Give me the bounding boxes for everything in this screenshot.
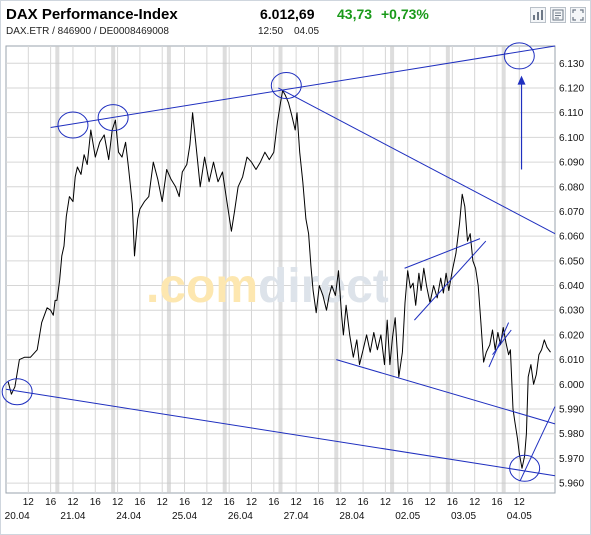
hour-tick-label: 12: [157, 497, 169, 508]
hour-tick-label: 12: [291, 497, 303, 508]
hour-tick-label: 12: [469, 497, 481, 508]
y-tick-label: 6.120: [559, 83, 584, 94]
watermark-com: .com: [146, 260, 258, 313]
index-title: DAX Performance-Index: [6, 6, 178, 23]
trend-annotations: [1, 42, 556, 482]
hour-tick-label: 16: [179, 497, 191, 508]
x-axis-ticks: 12 16 12 16 12 16 12 16 12 16 12 16 12 16 12 16 12 16 12 16…: [5, 497, 533, 522]
trend-line: [50, 45, 556, 128]
highlight-circle: [270, 72, 302, 100]
day-tick-label: 03.05: [451, 511, 476, 522]
day-tick-label: 27.04: [284, 511, 309, 522]
day-tick-label: 25.04: [172, 511, 197, 522]
y-tick-label: 6.050: [559, 256, 584, 267]
hour-tick-label: 16: [447, 497, 459, 508]
day-tick-label: 24.04: [116, 511, 141, 522]
y-tick-label: 6.080: [559, 182, 584, 193]
y-tick-label: 6.020: [559, 330, 584, 341]
highlight-circle: [57, 111, 89, 139]
quote-header: DAX Performance-Index DAX.ETR / 846900 /…: [6, 6, 586, 40]
watermark-direct: direct: [258, 260, 389, 313]
y-tick-label: 5.960: [559, 479, 584, 490]
target-arrow-head: [517, 75, 526, 85]
day-tick-label: 04.05: [507, 511, 532, 522]
hour-tick-label: 16: [224, 497, 236, 508]
hour-tick-label: 12: [380, 497, 392, 508]
y-tick-label: 6.100: [559, 133, 584, 144]
last-price: 6.012,69: [260, 6, 315, 22]
instrument-identifiers: DAX.ETR / 846900 / DE0008469008: [6, 26, 169, 37]
trend-line: [492, 329, 512, 356]
y-tick-label: 5.980: [559, 429, 584, 440]
hour-tick-label: 12: [201, 497, 213, 508]
day-tick-label: 28.04: [339, 511, 364, 522]
hour-tick-label: 16: [491, 497, 503, 508]
y-tick-label: 6.130: [559, 59, 584, 70]
trend-line: [336, 359, 556, 425]
trend-line: [278, 87, 556, 235]
hour-tick-label: 16: [268, 497, 280, 508]
hour-tick-label: 12: [246, 497, 258, 508]
hour-tick-label: 12: [514, 497, 526, 508]
trend-line: [414, 240, 487, 321]
highlight-circle: [509, 454, 541, 482]
y-tick-label: 5.990: [559, 405, 584, 416]
hour-tick-label: 12: [424, 497, 436, 508]
y-tick-label: 5.970: [559, 454, 584, 465]
day-tick-label: 20.04: [5, 511, 30, 522]
y-tick-label: 6.110: [559, 108, 584, 119]
hour-tick-label: 12: [335, 497, 347, 508]
day-tick-label: 02.05: [395, 511, 420, 522]
hour-tick-label: 16: [313, 497, 325, 508]
y-tick-label: 6.000: [559, 380, 584, 391]
trend-line: [488, 322, 510, 368]
price-line: [7, 90, 551, 469]
hour-tick-label: 12: [112, 497, 124, 508]
y-tick-label: 6.030: [559, 306, 584, 317]
hour-tick-label: 16: [134, 497, 146, 508]
fullscreen-icon[interactable]: [570, 7, 586, 23]
day-tick-label: 26.04: [228, 511, 253, 522]
highlight-circle: [1, 378, 33, 406]
y-tick-label: 6.060: [559, 232, 584, 243]
price-chart: .comdirect 5.960 5.970 5.980 5.990 6.000 6.01…: [1, 42, 584, 522]
quote-date: 04.05: [294, 26, 320, 37]
y-tick-label: 6.070: [559, 207, 584, 218]
y-tick-label: 6.090: [559, 158, 584, 169]
hour-tick-label: 16: [90, 497, 102, 508]
day-separators: [55, 46, 506, 493]
news-icon[interactable]: [550, 7, 566, 23]
highlight-circle: [503, 42, 535, 70]
quote-time: 12:50: [258, 26, 284, 37]
watermark: .comdirect: [146, 260, 389, 313]
hour-tick-label: 16: [358, 497, 370, 508]
y-tick-label: 6.010: [559, 355, 584, 366]
highlight-circle: [97, 104, 129, 132]
price-series: [7, 90, 551, 469]
y-tick-label: 6.040: [559, 281, 584, 292]
price-change: 43,73: [337, 6, 373, 22]
hour-tick-label: 16: [45, 497, 57, 508]
trend-line: [404, 238, 481, 269]
hour-tick-label: 12: [67, 497, 79, 508]
day-tick-label: 21.04: [60, 511, 85, 522]
bar-chart-icon[interactable]: [530, 7, 546, 23]
trend-line: [5, 388, 556, 477]
price-change-percent: +0,73%: [381, 6, 429, 22]
y-axis-ticks: 5.960 5.970 5.980 5.990 6.000 6.010 6.020 6.030…: [559, 59, 584, 490]
hour-tick-label: 12: [23, 497, 35, 508]
hour-tick-label: 16: [402, 497, 414, 508]
trend-line: [519, 406, 556, 481]
